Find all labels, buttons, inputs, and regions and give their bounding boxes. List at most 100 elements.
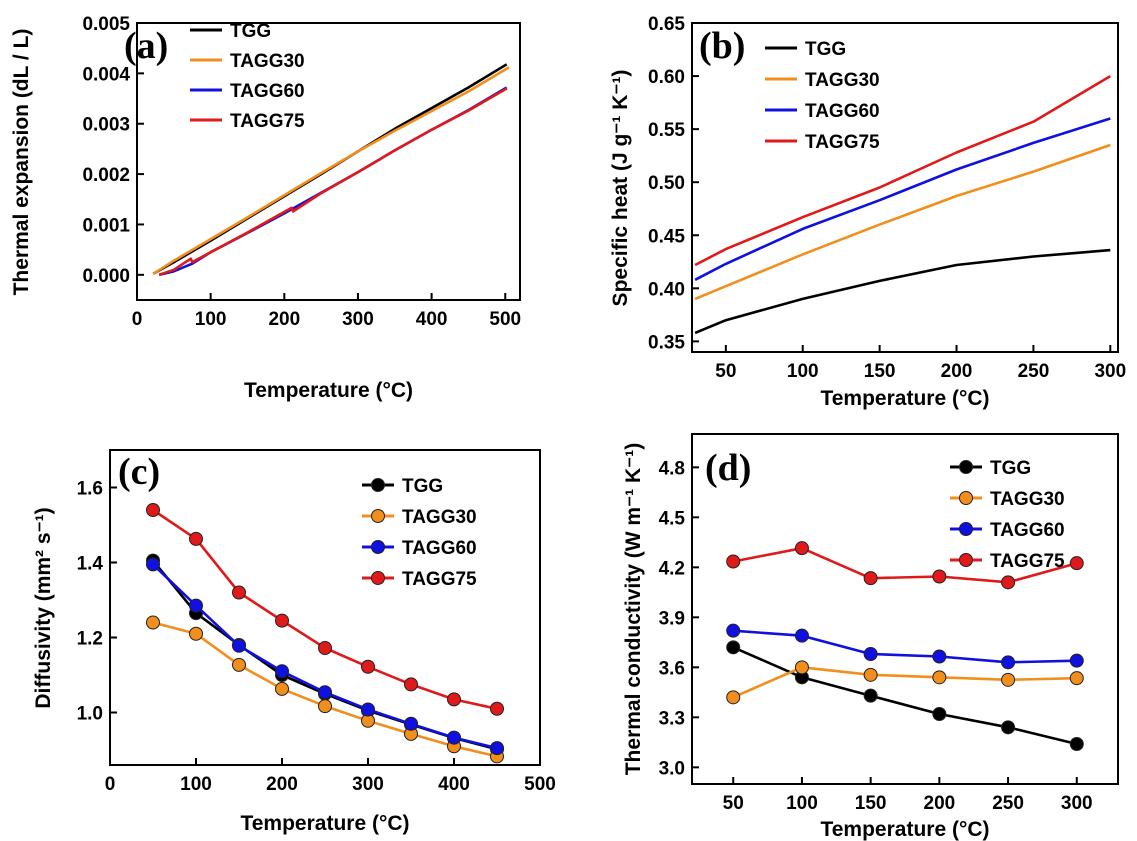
plot-frame [136,22,521,301]
x-axis-label: Temperature (°C) [240,812,409,835]
series-line-tagg60 [694,117,1111,281]
data-point-tagg75 [318,641,332,655]
legend-label: TGG [805,39,846,60]
plot-frame [691,433,1119,785]
data-point-tgg [1001,720,1016,735]
x-tick-label: 250 [992,793,1024,814]
data-point-tagg30 [726,690,741,705]
data-point-tagg30 [794,660,809,675]
series-line-tgg [694,248,1111,335]
x-tick-label: 150 [864,361,896,382]
legend-label: TGG [402,476,443,497]
panel-d: 50 100 150 200 250 300 3.0 3.3 3.6 3.9 4.2 4.5 4.8 Te… [622,433,1119,841]
data-point-tagg60 [863,647,878,661]
y-tick-label: 0.40 [648,279,685,300]
series-line-tagg75 [694,74,1111,267]
data-point-tagg75 [1001,575,1016,590]
data-point-tagg30 [146,615,160,630]
y-axis-label: Diffusivity (mm² s⁻¹) [32,507,55,708]
y-tick-label: 0.50 [648,173,685,194]
data-point-tagg60 [1001,655,1016,670]
data-point-tagg30 [932,670,947,685]
legend-label: TAGG75 [990,551,1065,572]
data-point-tagg30 [189,626,203,641]
x-tick-label: 0 [132,309,143,330]
legend-marker [959,460,973,474]
x-tick-label: 300 [1094,361,1126,382]
legend-marker [959,491,973,505]
plot-frame [109,449,541,766]
y-tick-label: 0.000 [82,266,130,287]
y-tick-label: 0.005 [82,14,130,35]
y-tick-label: 0.55 [648,120,685,141]
data-point-tagg75 [404,677,418,692]
x-tick-label: 500 [524,774,556,795]
panel-label: (b) [699,25,745,67]
data-point-tagg75 [275,613,289,628]
legend-marker [371,571,385,585]
data-point-tagg60 [361,702,375,717]
data-point-tgg [932,707,947,721]
y-tick-label: 0.45 [648,226,685,247]
x-tick-label: 200 [924,793,956,814]
legend: TGG TAGG30 TAGG60 TAGG75 [362,476,477,590]
data-point-tagg30 [275,681,289,696]
data-point-tagg60 [318,685,332,700]
data-point-tagg60 [1069,653,1084,668]
data-point-tagg75 [189,531,203,546]
legend-marker [959,553,973,567]
y-tick-label: 3.6 [659,658,685,679]
y-axis-label: Thermal expansion (dL / L) [10,29,33,296]
y-tick-label: 0.001 [82,215,130,236]
x-tick-label: 250 [1018,361,1050,382]
legend-marker [371,509,385,523]
y-tick-label: 4.5 [659,508,686,529]
data-point-tagg75 [1069,556,1084,571]
x-tick-label: 300 [1061,793,1093,814]
legend-label: TAGG60 [805,101,880,122]
y-tick-label: 3.3 [659,708,685,729]
data-point-tagg60 [490,741,504,756]
series-line-tagg60 [158,86,508,277]
panel-label: (a) [124,25,168,67]
x-tick-label: 50 [723,793,744,814]
x-tick-label: 400 [416,309,448,330]
legend-label: TGG [990,458,1031,479]
data-point-tagg75 [863,571,878,586]
x-tick-label: 500 [489,309,521,330]
y-tick-label: 3.0 [659,758,685,779]
y-tick-label: 4.2 [659,558,685,579]
data-point-tagg75 [361,659,375,674]
series-line-tagg60 [733,629,1077,664]
data-point-tagg60 [189,598,203,613]
x-tick-label: 300 [342,309,374,330]
x-tick-label: 200 [266,774,298,795]
legend-label: TAGG60 [990,520,1065,541]
data-point-tagg60 [932,649,947,664]
series-line-tagg30 [694,143,1111,301]
x-axis-label: Temperature (°C) [244,379,413,402]
y-axis-label: Specific heat (J g⁻¹ K⁻¹) [609,70,632,307]
data-point-tagg60 [404,716,418,731]
y-tick-label: 3.9 [659,608,685,629]
data-point-tagg30 [1001,672,1016,687]
data-point-tagg30 [232,657,246,672]
data-point-tagg30 [1069,671,1084,686]
legend: TGG TAGG30 TAGG60 TAGG75 [765,39,880,153]
legend-label: TAGG30 [230,51,305,72]
x-tick-label: 200 [268,309,300,330]
y-tick-label: 0.004 [82,64,130,85]
x-tick-label: 0 [105,774,116,795]
series-line-tagg60 [152,563,498,750]
y-tick-label: 4.8 [659,458,685,479]
data-point-tagg60 [275,664,289,679]
panel-c: 0 100 200 300 400 500 1.0 1.2 1.4 1.6 Temperature … [32,449,556,835]
y-tick-label: 0.65 [648,14,685,35]
legend-label: TAGG30 [402,507,477,528]
x-tick-label: 100 [180,774,212,795]
data-point-tagg60 [794,628,809,643]
legend: TGG TAGG30 TAGG60 TAGG75 [950,458,1065,572]
series-line-tagg30 [732,665,1077,699]
x-tick-label: 200 [941,361,973,382]
